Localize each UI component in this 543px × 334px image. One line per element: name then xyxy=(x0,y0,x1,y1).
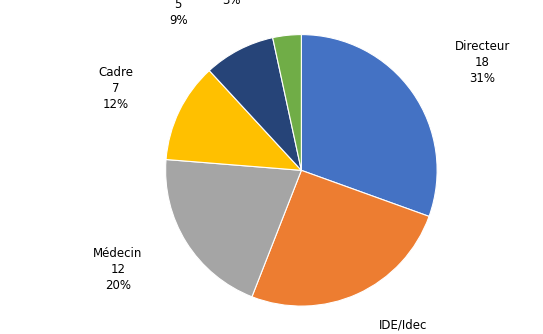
Text: Médecin
12
20%: Médecin 12 20% xyxy=(93,247,143,292)
Text: Travailleur social
2
3%: Travailleur social 2 3% xyxy=(182,0,281,7)
Wedge shape xyxy=(166,70,301,170)
Text: IDE/Idec
15
25%: IDE/Idec 15 25% xyxy=(379,318,427,334)
Text: Cadre
7
12%: Cadre 7 12% xyxy=(98,66,133,111)
Wedge shape xyxy=(301,35,437,216)
Wedge shape xyxy=(209,38,301,170)
Wedge shape xyxy=(273,35,301,170)
Wedge shape xyxy=(252,170,429,306)
Wedge shape xyxy=(166,160,301,297)
Text: Psychologue
5
9%: Psychologue 5 9% xyxy=(141,0,215,27)
Text: Directeur
18
31%: Directeur 18 31% xyxy=(454,40,510,85)
